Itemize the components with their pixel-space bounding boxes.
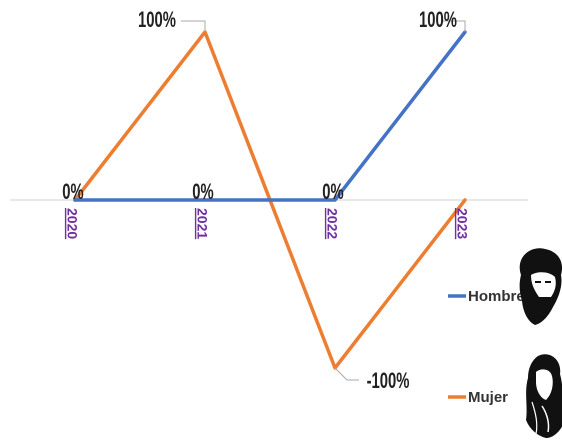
data-label-hombre: 0%	[192, 180, 213, 205]
legend-label-mujer: Mujer	[468, 389, 508, 406]
legend-label-hombre: Hombre	[468, 288, 525, 305]
x-tick-label: 2023	[454, 208, 470, 239]
woman-portrait-icon	[526, 354, 562, 438]
x-tick-label: 2020	[64, 208, 80, 239]
x-tick-label: 2022	[324, 208, 340, 239]
data-label-hombre: 0%	[322, 180, 343, 205]
legend: Hombre Mujer	[448, 248, 562, 438]
data-label-mujer: -100%	[367, 369, 410, 394]
leader-line	[334, 367, 359, 381]
data-label-hombre: 0%	[62, 180, 83, 205]
label-layer: 0% 0% 0% 100% 100% -100%	[62, 8, 466, 394]
tick-layer: 2020 2021 2022 2023	[64, 208, 470, 239]
x-tick-label: 2021	[194, 208, 210, 239]
data-label-mujer: 100%	[138, 8, 176, 33]
x-tick-label-group: 2021	[194, 208, 210, 239]
series-line-hombre	[73, 30, 467, 202]
x-tick-label-group: 2020	[64, 208, 80, 239]
series-layer	[73, 30, 467, 370]
man-portrait-icon	[519, 248, 562, 325]
leader-line	[181, 20, 206, 32]
leader-line	[441, 20, 466, 32]
x-tick-label-group: 2022	[324, 208, 340, 239]
data-label-hombre: 100%	[419, 8, 457, 33]
x-tick-label-group: 2023	[454, 208, 470, 239]
